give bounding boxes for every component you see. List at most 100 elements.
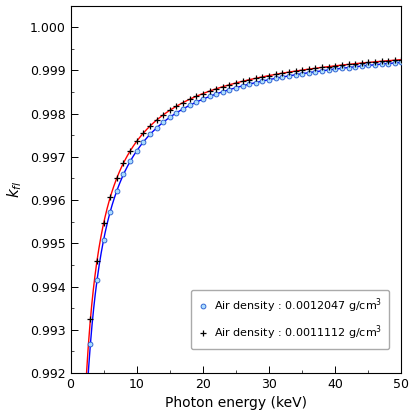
Air density : 0.0011112 g/cm$^3$: (42, 0.999): 0.0011112 g/cm$^3$: (42, 0.999) — [346, 62, 351, 67]
Air density : 0.0012047 g/cm$^3$: (7, 0.996): 0.0012047 g/cm$^3$: (7, 0.996) — [115, 188, 120, 193]
Air density : 0.0011112 g/cm$^3$: (19, 0.998): 0.0011112 g/cm$^3$: (19, 0.998) — [194, 94, 199, 99]
Air density : 0.0011112 g/cm$^3$: (28, 0.999): 0.0011112 g/cm$^3$: (28, 0.999) — [254, 76, 259, 81]
Air density : 0.0011112 g/cm$^3$: (5, 0.995): 0.0011112 g/cm$^3$: (5, 0.995) — [101, 221, 106, 226]
Air density : 0.0012047 g/cm$^3$: (27, 0.999): 0.0012047 g/cm$^3$: (27, 0.999) — [247, 82, 252, 87]
Air density : 0.0011112 g/cm$^3$: (45, 0.999): 0.0011112 g/cm$^3$: (45, 0.999) — [366, 60, 371, 65]
Air density : 0.0011112 g/cm$^3$: (46, 0.999): 0.0011112 g/cm$^3$: (46, 0.999) — [373, 59, 378, 64]
Air density : 0.0011112 g/cm$^3$: (22, 0.999): 0.0011112 g/cm$^3$: (22, 0.999) — [214, 86, 219, 91]
Air density : 0.0011112 g/cm$^3$: (23, 0.999): 0.0011112 g/cm$^3$: (23, 0.999) — [220, 84, 225, 89]
Y-axis label: $k_{fl}$: $k_{fl}$ — [5, 181, 24, 198]
Air density : 0.0012047 g/cm$^3$: (36, 0.999): 0.0012047 g/cm$^3$: (36, 0.999) — [306, 70, 311, 75]
Air density : 0.0011112 g/cm$^3$: (24, 0.999): 0.0011112 g/cm$^3$: (24, 0.999) — [227, 82, 232, 87]
Air density : 0.0012047 g/cm$^3$: (29, 0.999): 0.0012047 g/cm$^3$: (29, 0.999) — [260, 79, 265, 84]
Line: Air density : 0.0012047 g/cm$^3$: Air density : 0.0012047 g/cm$^3$ — [88, 60, 404, 347]
Air density : 0.0012047 g/cm$^3$: (15, 0.998): 0.0012047 g/cm$^3$: (15, 0.998) — [167, 115, 172, 120]
Air density : 0.0012047 g/cm$^3$: (20, 0.998): 0.0012047 g/cm$^3$: (20, 0.998) — [200, 97, 205, 102]
Air density : 0.0012047 g/cm$^3$: (44, 0.999): 0.0012047 g/cm$^3$: (44, 0.999) — [359, 64, 364, 69]
Air density : 0.0011112 g/cm$^3$: (17, 0.998): 0.0011112 g/cm$^3$: (17, 0.998) — [181, 100, 186, 105]
Air density : 0.0011112 g/cm$^3$: (6, 0.996): 0.0011112 g/cm$^3$: (6, 0.996) — [108, 195, 113, 200]
Air density : 0.0012047 g/cm$^3$: (32, 0.999): 0.0012047 g/cm$^3$: (32, 0.999) — [280, 74, 285, 79]
Air density : 0.0012047 g/cm$^3$: (35, 0.999): 0.0012047 g/cm$^3$: (35, 0.999) — [300, 71, 305, 76]
Air density : 0.0012047 g/cm$^3$: (31, 0.999): 0.0012047 g/cm$^3$: (31, 0.999) — [273, 76, 278, 81]
Air density : 0.0012047 g/cm$^3$: (19, 0.998): 0.0012047 g/cm$^3$: (19, 0.998) — [194, 99, 199, 104]
Air density : 0.0011112 g/cm$^3$: (49, 0.999): 0.0011112 g/cm$^3$: (49, 0.999) — [392, 58, 397, 63]
Air density : 0.0011112 g/cm$^3$: (34, 0.999): 0.0011112 g/cm$^3$: (34, 0.999) — [293, 69, 298, 74]
Air density : 0.0011112 g/cm$^3$: (31, 0.999): 0.0011112 g/cm$^3$: (31, 0.999) — [273, 72, 278, 77]
Air density : 0.0012047 g/cm$^3$: (41, 0.999): 0.0012047 g/cm$^3$: (41, 0.999) — [339, 66, 344, 71]
Air density : 0.0012047 g/cm$^3$: (47, 0.999): 0.0012047 g/cm$^3$: (47, 0.999) — [379, 62, 384, 67]
Air density : 0.0012047 g/cm$^3$: (42, 0.999): 0.0012047 g/cm$^3$: (42, 0.999) — [346, 65, 351, 70]
Air density : 0.0012047 g/cm$^3$: (45, 0.999): 0.0012047 g/cm$^3$: (45, 0.999) — [366, 63, 371, 68]
Air density : 0.0012047 g/cm$^3$: (5, 0.995): 0.0012047 g/cm$^3$: (5, 0.995) — [101, 237, 106, 242]
Air density : 0.0012047 g/cm$^3$: (10, 0.997): 0.0012047 g/cm$^3$: (10, 0.997) — [134, 149, 139, 154]
Air density : 0.0012047 g/cm$^3$: (3, 0.993): 0.0012047 g/cm$^3$: (3, 0.993) — [88, 342, 93, 347]
Air density : 0.0011112 g/cm$^3$: (25, 0.999): 0.0011112 g/cm$^3$: (25, 0.999) — [234, 80, 239, 85]
Air density : 0.0011112 g/cm$^3$: (27, 0.999): 0.0011112 g/cm$^3$: (27, 0.999) — [247, 77, 252, 82]
Air density : 0.0012047 g/cm$^3$: (26, 0.999): 0.0012047 g/cm$^3$: (26, 0.999) — [240, 83, 245, 88]
Air density : 0.0012047 g/cm$^3$: (12, 0.998): 0.0012047 g/cm$^3$: (12, 0.998) — [147, 132, 152, 137]
Air density : 0.0012047 g/cm$^3$: (14, 0.998): 0.0012047 g/cm$^3$: (14, 0.998) — [161, 120, 166, 125]
Air density : 0.0012047 g/cm$^3$: (49, 0.999): 0.0012047 g/cm$^3$: (49, 0.999) — [392, 60, 397, 65]
Air density : 0.0012047 g/cm$^3$: (21, 0.998): 0.0012047 g/cm$^3$: (21, 0.998) — [207, 94, 212, 99]
Air density : 0.0012047 g/cm$^3$: (39, 0.999): 0.0012047 g/cm$^3$: (39, 0.999) — [326, 67, 331, 72]
Air density : 0.0012047 g/cm$^3$: (24, 0.999): 0.0012047 g/cm$^3$: (24, 0.999) — [227, 87, 232, 92]
Air density : 0.0012047 g/cm$^3$: (4, 0.994): 0.0012047 g/cm$^3$: (4, 0.994) — [95, 278, 100, 283]
Air density : 0.0011112 g/cm$^3$: (37, 0.999): 0.0011112 g/cm$^3$: (37, 0.999) — [313, 66, 318, 71]
Air density : 0.0011112 g/cm$^3$: (7, 0.997): 0.0011112 g/cm$^3$: (7, 0.997) — [115, 176, 120, 181]
Air density : 0.0011112 g/cm$^3$: (50, 0.999): 0.0011112 g/cm$^3$: (50, 0.999) — [399, 57, 404, 62]
Air density : 0.0012047 g/cm$^3$: (23, 0.999): 0.0012047 g/cm$^3$: (23, 0.999) — [220, 89, 225, 94]
Air density : 0.0011112 g/cm$^3$: (18, 0.998): 0.0011112 g/cm$^3$: (18, 0.998) — [187, 97, 192, 102]
Air density : 0.0011112 g/cm$^3$: (41, 0.999): 0.0011112 g/cm$^3$: (41, 0.999) — [339, 62, 344, 67]
Air density : 0.0012047 g/cm$^3$: (40, 0.999): 0.0012047 g/cm$^3$: (40, 0.999) — [333, 67, 338, 72]
Air density : 0.0011112 g/cm$^3$: (26, 0.999): 0.0011112 g/cm$^3$: (26, 0.999) — [240, 79, 245, 84]
Air density : 0.0012047 g/cm$^3$: (17, 0.998): 0.0012047 g/cm$^3$: (17, 0.998) — [181, 106, 186, 111]
Air density : 0.0011112 g/cm$^3$: (33, 0.999): 0.0011112 g/cm$^3$: (33, 0.999) — [286, 69, 291, 74]
Air density : 0.0011112 g/cm$^3$: (40, 0.999): 0.0011112 g/cm$^3$: (40, 0.999) — [333, 63, 338, 68]
Air density : 0.0012047 g/cm$^3$: (13, 0.998): 0.0012047 g/cm$^3$: (13, 0.998) — [154, 126, 159, 131]
Air density : 0.0011112 g/cm$^3$: (30, 0.999): 0.0011112 g/cm$^3$: (30, 0.999) — [266, 73, 271, 78]
Air density : 0.0012047 g/cm$^3$: (6, 0.996): 0.0012047 g/cm$^3$: (6, 0.996) — [108, 209, 113, 214]
Air density : 0.0011112 g/cm$^3$: (4, 0.995): 0.0011112 g/cm$^3$: (4, 0.995) — [95, 258, 100, 263]
Air density : 0.0012047 g/cm$^3$: (43, 0.999): 0.0012047 g/cm$^3$: (43, 0.999) — [353, 64, 358, 69]
Air density : 0.0012047 g/cm$^3$: (16, 0.998): 0.0012047 g/cm$^3$: (16, 0.998) — [174, 110, 179, 115]
Air density : 0.0012047 g/cm$^3$: (50, 0.999): 0.0012047 g/cm$^3$: (50, 0.999) — [399, 60, 404, 65]
X-axis label: Photon energy (keV): Photon energy (keV) — [165, 396, 307, 411]
Air density : 0.0011112 g/cm$^3$: (36, 0.999): 0.0011112 g/cm$^3$: (36, 0.999) — [306, 67, 311, 72]
Air density : 0.0011112 g/cm$^3$: (44, 0.999): 0.0011112 g/cm$^3$: (44, 0.999) — [359, 61, 364, 66]
Air density : 0.0012047 g/cm$^3$: (33, 0.999): 0.0012047 g/cm$^3$: (33, 0.999) — [286, 73, 291, 78]
Air density : 0.0012047 g/cm$^3$: (37, 0.999): 0.0012047 g/cm$^3$: (37, 0.999) — [313, 69, 318, 74]
Air density : 0.0011112 g/cm$^3$: (12, 0.998): 0.0011112 g/cm$^3$: (12, 0.998) — [147, 124, 152, 129]
Air density : 0.0011112 g/cm$^3$: (11, 0.998): 0.0011112 g/cm$^3$: (11, 0.998) — [141, 131, 146, 136]
Air density : 0.0011112 g/cm$^3$: (20, 0.998): 0.0011112 g/cm$^3$: (20, 0.998) — [200, 91, 205, 96]
Air density : 0.0012047 g/cm$^3$: (9, 0.997): 0.0012047 g/cm$^3$: (9, 0.997) — [128, 159, 133, 164]
Line: Air density : 0.0011112 g/cm$^3$: Air density : 0.0011112 g/cm$^3$ — [74, 57, 405, 416]
Air density : 0.0011112 g/cm$^3$: (38, 0.999): 0.0011112 g/cm$^3$: (38, 0.999) — [320, 65, 325, 70]
Air density : 0.0011112 g/cm$^3$: (8, 0.997): 0.0011112 g/cm$^3$: (8, 0.997) — [121, 161, 126, 166]
Air density : 0.0012047 g/cm$^3$: (30, 0.999): 0.0012047 g/cm$^3$: (30, 0.999) — [266, 77, 271, 82]
Air density : 0.0012047 g/cm$^3$: (38, 0.999): 0.0012047 g/cm$^3$: (38, 0.999) — [320, 68, 325, 73]
Air density : 0.0011112 g/cm$^3$: (21, 0.999): 0.0011112 g/cm$^3$: (21, 0.999) — [207, 89, 212, 94]
Air density : 0.0011112 g/cm$^3$: (3, 0.993): 0.0011112 g/cm$^3$: (3, 0.993) — [88, 317, 93, 322]
Air density : 0.0011112 g/cm$^3$: (10, 0.997): 0.0011112 g/cm$^3$: (10, 0.997) — [134, 139, 139, 144]
Air density : 0.0012047 g/cm$^3$: (25, 0.999): 0.0012047 g/cm$^3$: (25, 0.999) — [234, 85, 239, 90]
Air density : 0.0012047 g/cm$^3$: (48, 0.999): 0.0012047 g/cm$^3$: (48, 0.999) — [386, 61, 391, 66]
Air density : 0.0011112 g/cm$^3$: (15, 0.998): 0.0011112 g/cm$^3$: (15, 0.998) — [167, 108, 172, 113]
Air density : 0.0011112 g/cm$^3$: (16, 0.998): 0.0011112 g/cm$^3$: (16, 0.998) — [174, 104, 179, 109]
Air density : 0.0011112 g/cm$^3$: (47, 0.999): 0.0011112 g/cm$^3$: (47, 0.999) — [379, 59, 384, 64]
Air density : 0.0012047 g/cm$^3$: (18, 0.998): 0.0012047 g/cm$^3$: (18, 0.998) — [187, 103, 192, 108]
Air density : 0.0012047 g/cm$^3$: (8, 0.997): 0.0012047 g/cm$^3$: (8, 0.997) — [121, 172, 126, 177]
Air density : 0.0011112 g/cm$^3$: (9, 0.997): 0.0011112 g/cm$^3$: (9, 0.997) — [128, 149, 133, 154]
Air density : 0.0012047 g/cm$^3$: (22, 0.998): 0.0012047 g/cm$^3$: (22, 0.998) — [214, 92, 219, 97]
Air density : 0.0012047 g/cm$^3$: (28, 0.999): 0.0012047 g/cm$^3$: (28, 0.999) — [254, 80, 259, 85]
Air density : 0.0011112 g/cm$^3$: (29, 0.999): 0.0011112 g/cm$^3$: (29, 0.999) — [260, 74, 265, 79]
Air density : 0.0011112 g/cm$^3$: (39, 0.999): 0.0011112 g/cm$^3$: (39, 0.999) — [326, 64, 331, 69]
Air density : 0.0011112 g/cm$^3$: (48, 0.999): 0.0011112 g/cm$^3$: (48, 0.999) — [386, 58, 391, 63]
Air density : 0.0011112 g/cm$^3$: (43, 0.999): 0.0011112 g/cm$^3$: (43, 0.999) — [353, 61, 358, 66]
Air density : 0.0012047 g/cm$^3$: (46, 0.999): 0.0012047 g/cm$^3$: (46, 0.999) — [373, 62, 378, 67]
Air density : 0.0011112 g/cm$^3$: (32, 0.999): 0.0011112 g/cm$^3$: (32, 0.999) — [280, 71, 285, 76]
Air density : 0.0011112 g/cm$^3$: (13, 0.998): 0.0011112 g/cm$^3$: (13, 0.998) — [154, 118, 159, 123]
Air density : 0.0011112 g/cm$^3$: (14, 0.998): 0.0011112 g/cm$^3$: (14, 0.998) — [161, 112, 166, 117]
Air density : 0.0012047 g/cm$^3$: (11, 0.997): 0.0012047 g/cm$^3$: (11, 0.997) — [141, 139, 146, 144]
Air density : 0.0011112 g/cm$^3$: (35, 0.999): 0.0011112 g/cm$^3$: (35, 0.999) — [300, 67, 305, 72]
Legend: Air density : 0.0012047 g/cm$^3$, Air density : 0.0011112 g/cm$^3$: Air density : 0.0012047 g/cm$^3$, Air de… — [191, 290, 389, 349]
